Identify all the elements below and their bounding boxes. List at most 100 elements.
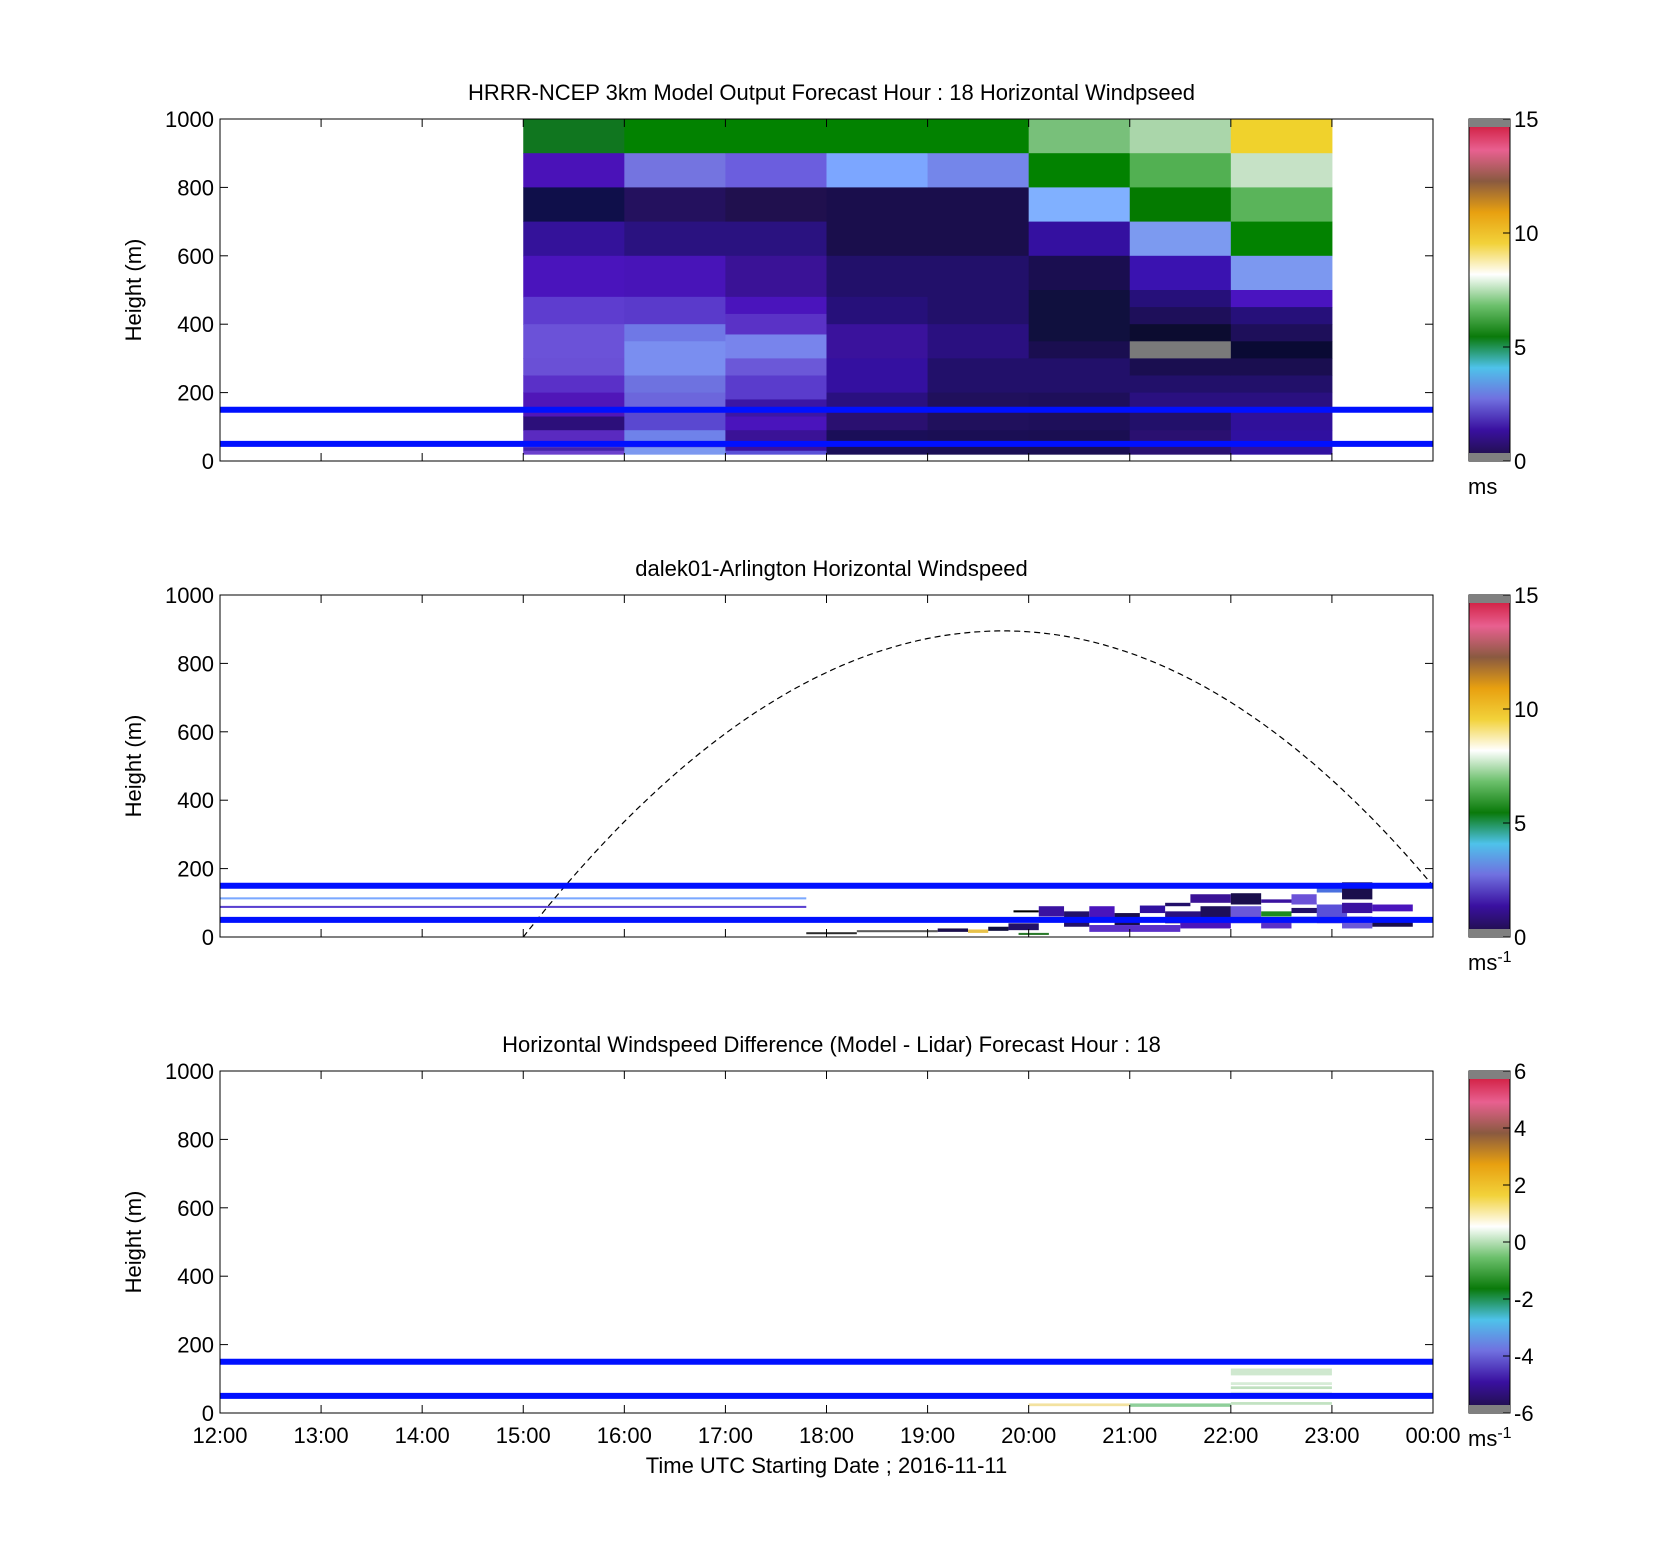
heatmap-cell — [826, 409, 929, 431]
heatmap-cell — [1230, 409, 1333, 431]
heatmap-cell — [624, 447, 726, 455]
heatmap-cell — [826, 119, 929, 154]
heatmap-cell — [624, 153, 726, 188]
lidar-cell — [1180, 921, 1231, 929]
lidar-cell — [1316, 894, 1343, 903]
heatmap-cell — [826, 255, 929, 298]
heatmap-cell — [1230, 375, 1333, 394]
y-tick-label: 400 — [177, 788, 214, 813]
chart-panel-2: 0 200 400 600 800 1000 dalek01-Arlington Horiz… — [121, 556, 1538, 975]
lidar-cell — [220, 905, 807, 908]
heatmap-cell — [1129, 119, 1232, 154]
heatmap-cell — [826, 153, 929, 188]
y-tick-label: 0 — [202, 925, 214, 950]
lidar-cell — [1200, 906, 1231, 919]
heatmap-cell — [725, 334, 827, 359]
lidar-cell — [1013, 910, 1039, 913]
heatmap-cell — [725, 187, 827, 223]
heatmap-cell — [1230, 187, 1333, 223]
lidar-cell — [968, 929, 989, 933]
heatmap-cell — [725, 153, 827, 188]
heatmap-cell — [624, 341, 726, 376]
heatmap-cell — [725, 296, 827, 315]
heatmap-cell — [624, 187, 726, 223]
heatmap-cell — [725, 358, 827, 376]
y-tick-label: 600 — [177, 1196, 214, 1221]
lidar-cell — [806, 932, 857, 935]
lidar-cell — [1139, 905, 1166, 914]
heatmap-cell — [1129, 187, 1232, 223]
heatmap-cell — [1129, 307, 1232, 325]
y-tick-label: 800 — [177, 651, 214, 676]
lidar-cell — [988, 926, 1009, 931]
heatmap-cell — [523, 392, 625, 418]
heatmap-cell — [826, 324, 929, 359]
lidar-cell — [1342, 902, 1373, 914]
y-tick-label: 200 — [177, 381, 214, 406]
difference-cell — [1230, 1386, 1332, 1390]
chart-title: dalek01-Arlington Horizontal Windspeed — [635, 556, 1028, 581]
heatmap-cell — [523, 296, 625, 325]
heatmap-cell — [1230, 290, 1333, 308]
heatmap-cell — [523, 416, 625, 431]
chart-panel-1: 0 200 400 600 800 1000 HRRR-NCEP 3km Model Out… — [121, 80, 1538, 499]
heatmap-cell — [1129, 358, 1232, 376]
heatmap-cell — [624, 119, 726, 154]
heatmap-cell — [927, 358, 1030, 394]
heatmap-cell — [826, 296, 929, 325]
heatmap-cell — [1028, 358, 1131, 394]
lidar-cell — [220, 897, 807, 900]
lidar-cell — [1230, 893, 1262, 905]
colorbar-tick-label: -4 — [1514, 1344, 1534, 1369]
heatmap-cell — [1230, 341, 1333, 359]
x-tick-label: 23:00 — [1304, 1423, 1359, 1448]
heatmap-cell — [523, 187, 625, 223]
colorbar — [1468, 118, 1511, 462]
heatmap-cell — [1129, 153, 1232, 188]
heatmap-cell — [624, 392, 726, 411]
heatmap-cell — [826, 187, 929, 257]
colorbar-tick-label: 0 — [1514, 925, 1526, 950]
x-tick-label: 15:00 — [496, 1423, 551, 1448]
lidar-cell — [1261, 899, 1292, 903]
x-axis-label: Time UTC Starting Date ; 2016-11-11 — [646, 1453, 1008, 1478]
lidar-cell — [937, 928, 969, 932]
heatmap-cell — [1230, 358, 1333, 376]
y-tick-label: 600 — [177, 720, 214, 745]
difference-cell — [1230, 1382, 1332, 1385]
lidar-cell — [1190, 894, 1231, 903]
x-tick-label: 18:00 — [799, 1423, 854, 1448]
heatmap-cell — [1028, 290, 1131, 342]
y-tick-label: 1000 — [165, 583, 214, 608]
heatmap-cell — [523, 153, 625, 188]
heatmap-cell — [1129, 341, 1232, 359]
colorbar-tick-label: 15 — [1514, 583, 1538, 608]
heatmap-cell — [624, 296, 726, 325]
heatmap-cell — [1129, 375, 1232, 394]
colorbar-tick-label: 2 — [1514, 1173, 1526, 1198]
lidar-cell — [1291, 894, 1317, 905]
heatmap-cell — [927, 187, 1030, 257]
chart-title: Horizontal Windspeed Difference (Model -… — [502, 1032, 1161, 1057]
heatmap-cell — [1230, 255, 1333, 291]
x-tick-label: 20:00 — [1001, 1423, 1056, 1448]
lidar-cell — [1038, 906, 1065, 917]
heatmap-cell — [725, 450, 827, 455]
plot-area — [220, 1071, 1433, 1413]
heatmap-cell — [523, 430, 625, 445]
heatmap-cell — [523, 447, 625, 452]
colorbar-unit: ms — [1468, 474, 1497, 499]
lidar-cell — [1089, 925, 1181, 932]
heatmap-cell — [1028, 221, 1131, 257]
colorbar-overflow — [1469, 1071, 1510, 1079]
heatmap-cell — [624, 375, 726, 394]
heatmap-cell — [1230, 119, 1333, 154]
y-tick-label: 1000 — [165, 1059, 214, 1084]
heatmap-cell — [826, 358, 929, 394]
x-tick-label: 13:00 — [294, 1423, 349, 1448]
heatmap-cell — [725, 221, 827, 257]
x-tick-label: 00:00 — [1405, 1423, 1460, 1448]
chart-title: HRRR-NCEP 3km Model Output Forecast Hour… — [468, 80, 1195, 105]
y-tick-label: 0 — [202, 449, 214, 474]
difference-cell — [1230, 1402, 1332, 1405]
